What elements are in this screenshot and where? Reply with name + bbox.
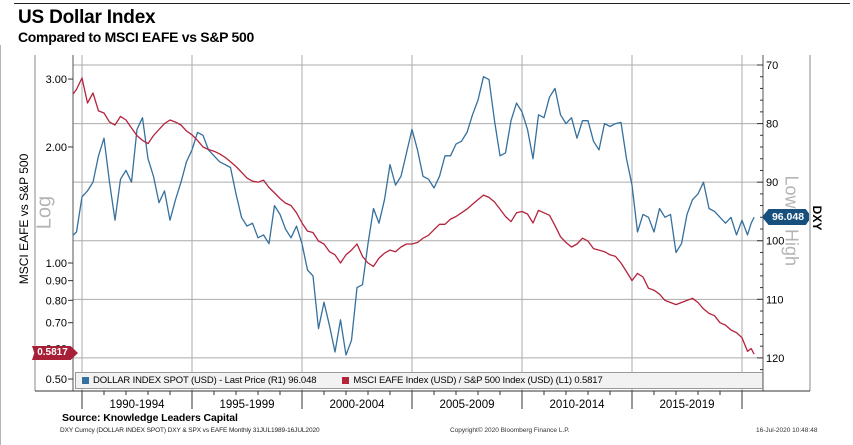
legend-swatch-dollar-index [82, 377, 89, 384]
left-axis-tick-label: 1.00 [46, 258, 67, 270]
left-axis-log-scale-label: Log [33, 195, 56, 230]
x-axis-period-label: 1990-1994 [110, 399, 166, 411]
left-axis-tick-label: 2.00 [46, 142, 67, 154]
page-title: US Dollar Index [18, 7, 156, 28]
page-left-border [0, 45, 1, 445]
last-value-badge-eafe-spx: 0.5817 [32, 346, 78, 360]
left-axis-tick-label: 3.00 [46, 74, 67, 86]
copyright-notice: Copyright© 2020 Bloomberg Finance L.P. [450, 427, 570, 434]
timestamp: 16-Jul-2020 10:48:48 [756, 427, 818, 434]
right-axis-tick-label: 110 [766, 294, 784, 306]
source-attribution: Source: Knowledge Leaders Capital [62, 412, 238, 424]
legend-label-eafe-spx-ratio: MSCI EAFE Index (USD) / S&P 500 Index (U… [353, 375, 603, 386]
right-axis-tick-label: 120 [766, 353, 784, 365]
left-axis-tick-label: 0.90 [46, 276, 67, 288]
right-axis-tick-label: 100 [766, 236, 784, 248]
x-axis-period-label: 2005-2009 [440, 399, 495, 411]
legend-label-dollar-index: DOLLAR INDEX SPOT (USD) - Last Price (R1… [93, 375, 317, 386]
x-axis-period-label: 2010-2014 [550, 399, 606, 411]
legend-item-dollar-index: DOLLAR INDEX SPOT (USD) - Last Price (R1… [82, 375, 316, 386]
legend: DOLLAR INDEX SPOT (USD) - Last Price (R1… [75, 372, 763, 389]
top-rule [14, 3, 850, 4]
right-axis-tick-label: 70 [766, 60, 778, 72]
last-value-badge-dxy: 96.048 [762, 209, 809, 225]
x-axis-period-label: 2015-2019 [660, 399, 715, 411]
right-axis-tick-label: 90 [766, 177, 778, 189]
right-axis-tick-label: 80 [766, 119, 778, 131]
right-axis-title: DXY [810, 205, 824, 231]
dxy-line-series [72, 76, 755, 356]
left-axis-tick-label: 0.70 [46, 318, 67, 330]
x-axis-period-label: 2000-2004 [330, 399, 386, 411]
left-axis-title: MSCI EAFE vs S&P 500 [17, 153, 31, 285]
legend-item-eafe-spx-ratio: MSCI EAFE Index (USD) / S&P 500 Index (U… [342, 375, 603, 386]
left-axis-tick-label: 0.80 [46, 295, 67, 307]
eafe-spx-ratio-line-series [72, 77, 755, 355]
page-subtitle: Compared to MSCI EAFE vs S&P 500 [18, 29, 254, 45]
left-axis-tick-label: 0.50 [46, 374, 67, 386]
x-axis-period-label: 1995-1999 [220, 399, 275, 411]
ticker-description: DXY Curncy (DOLLAR INDEX SPOT) DXY & SPX… [60, 427, 320, 434]
legend-swatch-eafe-spx-ratio [342, 377, 350, 384]
